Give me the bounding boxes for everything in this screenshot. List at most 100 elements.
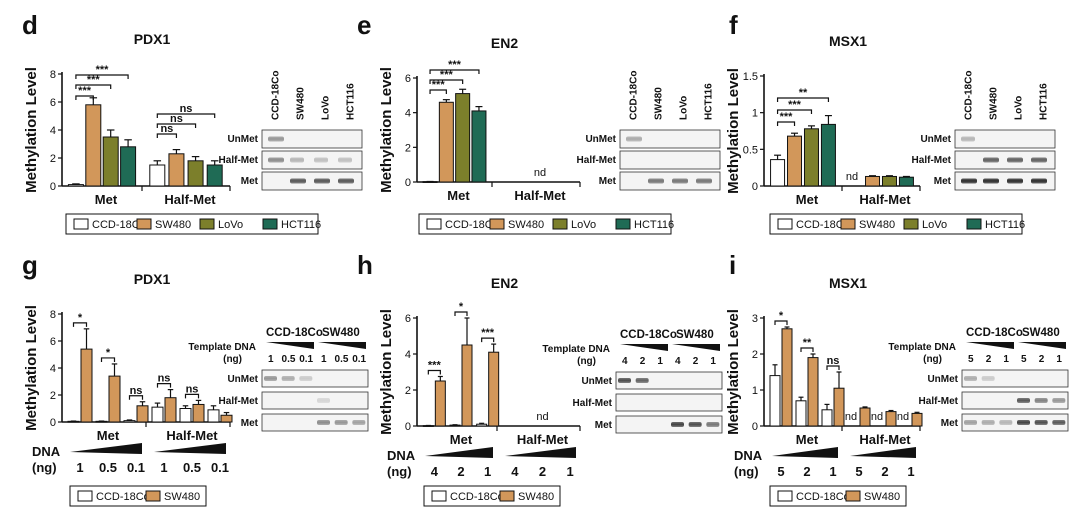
y-tick-label: 0 [50, 181, 56, 193]
dna-dilution-i: DNA(ng) 5 2 1 5 2 1 [734, 447, 916, 479]
legend-swatch [903, 218, 919, 230]
significance-e: ********* [429, 59, 480, 94]
sig-label: ** [799, 87, 808, 99]
dna-amount: 5 [777, 464, 784, 479]
gel-row-label: Met [595, 420, 613, 431]
panel-label: g [22, 250, 38, 280]
gel-column-label: CCD-18Co [629, 71, 640, 120]
dna-amount: 2 [539, 464, 546, 479]
dilution-wedge [772, 447, 838, 458]
y-tick-label: 2 [50, 153, 56, 165]
dna-amount: 0.1 [211, 460, 229, 475]
bar [881, 175, 897, 187]
y-axis-label: Methylation Level [23, 305, 40, 431]
bar [207, 409, 220, 423]
dilution-wedge [154, 443, 226, 454]
sig-label: ns [180, 103, 193, 115]
gel-band [696, 178, 712, 184]
gel-amount: 0.1 [299, 354, 313, 365]
legend-entry: CCD-18Co [445, 219, 499, 231]
bar [769, 375, 781, 427]
group-label-1: Half-Met [859, 192, 911, 207]
dna-unit-label: (ng) [32, 460, 57, 475]
sig-label: ns [160, 123, 173, 135]
legend-frame [418, 213, 672, 235]
legend-entry: SW480 [155, 219, 191, 231]
legend-swatch [145, 490, 161, 502]
dna-amount: 0.5 [99, 460, 117, 475]
gel-band [671, 422, 684, 427]
gel-lane-strip [261, 391, 369, 410]
legend-entry: HCT116 [281, 219, 321, 231]
sig-label: *** [780, 111, 794, 123]
legend-entry: SW480 [518, 491, 554, 503]
y-tick-label: 2 [405, 385, 411, 397]
dna-amount: 1 [907, 464, 914, 479]
gel-lane-strip [615, 371, 723, 390]
group-label-0: Met [796, 192, 819, 207]
sig-label: *** [448, 59, 462, 71]
gel-band [618, 378, 631, 383]
legend-swatch [840, 218, 856, 230]
gel-amount: 1 [657, 356, 663, 367]
panel-label: f [729, 10, 738, 40]
legend-frame [69, 485, 207, 507]
sig-label: ns [827, 355, 840, 367]
gel-row-label: Met [599, 176, 617, 187]
gel-band [317, 420, 330, 425]
sig-label: *** [96, 64, 110, 76]
legend-h: CCD-18Co SW480 [423, 485, 561, 507]
gel-row-label: Half-Met [912, 155, 952, 166]
legend-swatch [262, 218, 278, 230]
gel-sample-label: SW480 [322, 327, 360, 339]
gel-band [964, 376, 977, 381]
bar [187, 160, 204, 187]
dilution-wedge [70, 443, 142, 454]
dilution-wedge [425, 447, 493, 458]
bar [865, 175, 881, 187]
bars-g [67, 328, 233, 423]
significance-f: ******** [776, 87, 830, 126]
bar [820, 123, 836, 187]
dna-label: DNA [32, 444, 61, 459]
y-axis-label: Methylation Level [23, 67, 40, 193]
sig-bracket [156, 113, 216, 118]
y-tick-label: 1.5 [743, 71, 758, 83]
gel-band [1031, 157, 1047, 163]
y-tick-label: 1 [752, 385, 758, 397]
panel-label: h [357, 250, 373, 280]
gel-template-label: Template DNA [542, 344, 610, 355]
dna-label: DNA [734, 448, 763, 463]
legend-entry: LoVo [571, 219, 596, 231]
gel-wedge [1018, 342, 1066, 349]
gel-band [999, 420, 1013, 425]
dna-amount: 4 [511, 464, 519, 479]
bar [206, 164, 223, 187]
gel-column-label: LoVo [679, 96, 690, 120]
dna-amount: 1 [829, 464, 836, 479]
group-label-0: Met [97, 428, 120, 443]
gel-band [964, 420, 977, 425]
bar [898, 176, 914, 187]
y-tick-label: 8 [50, 309, 56, 321]
bar [434, 380, 446, 427]
group-label-1: Half-Met [164, 192, 216, 207]
gel-lane-strip [619, 150, 721, 170]
legend-d: CCD-18Co SW480 LoVo HCT116 [65, 213, 321, 235]
gel-band [352, 420, 366, 425]
gel-lane-strip [954, 150, 1056, 170]
y-tick-label: 0 [405, 421, 411, 433]
gel-amount: 2 [640, 356, 646, 367]
gel-band [983, 157, 999, 163]
gel-lane-strip [261, 171, 363, 191]
sig-bracket [75, 84, 112, 89]
nd-label: nd [897, 411, 909, 423]
gel-column-label: CCD-18Co [964, 71, 975, 120]
y-tick-label: 0 [752, 181, 758, 193]
sig-bracket [100, 357, 116, 362]
legend-frame [769, 485, 907, 507]
gel-amount: 4 [622, 356, 628, 367]
gel-band [290, 157, 304, 163]
gel-lane-strip [261, 413, 369, 432]
bar [807, 357, 819, 427]
